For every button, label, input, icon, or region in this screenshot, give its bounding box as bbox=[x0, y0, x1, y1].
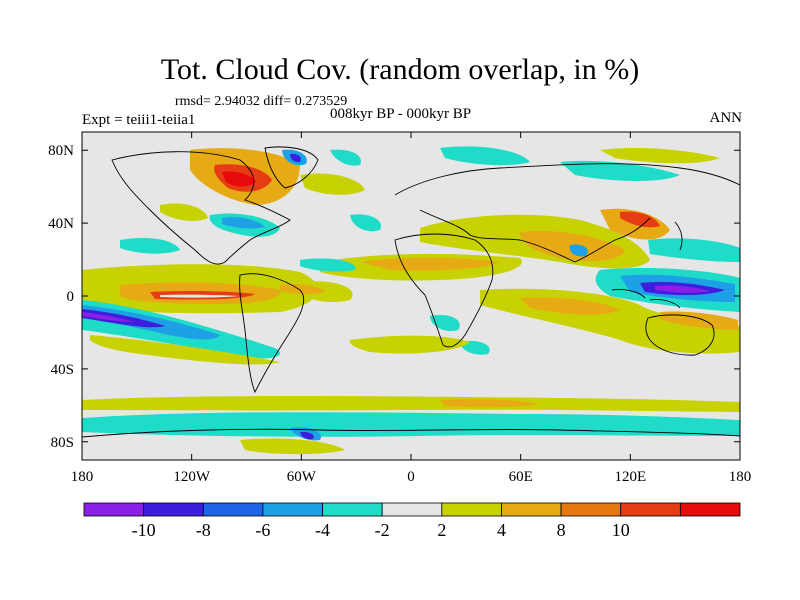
colorbar-swatch bbox=[262, 502, 323, 517]
y-tick-label: 80N bbox=[48, 143, 74, 159]
x-tick-label: 180 bbox=[729, 469, 752, 485]
coastlines bbox=[82, 146, 740, 438]
anomaly-contour bbox=[82, 309, 165, 328]
anomaly-contour bbox=[569, 244, 588, 257]
anomaly-contour bbox=[160, 294, 240, 298]
anomaly-contour bbox=[82, 412, 740, 437]
colorbar-label: -6 bbox=[255, 520, 270, 540]
x-axis-ticks: 180 120W 60W 0 60E 120E 180 bbox=[71, 132, 752, 485]
anomaly-contour bbox=[660, 311, 738, 330]
y-tick-label: 0 bbox=[67, 289, 75, 305]
plot-title: Tot. Cloud Cov. (random overlap, in %) bbox=[160, 53, 640, 86]
anomaly-contour bbox=[520, 297, 620, 315]
coastline-antarctica bbox=[82, 428, 740, 438]
colorbar: -10 -8 -6 -4 -2 2 4 8 10 bbox=[83, 502, 741, 540]
coastline-north-america bbox=[111, 151, 291, 265]
anomaly-contour bbox=[160, 203, 208, 221]
anomaly-contour bbox=[300, 431, 314, 440]
coastline-indonesia bbox=[611, 289, 681, 309]
coastline-japan bbox=[674, 221, 683, 251]
colorbar-swatch bbox=[322, 502, 383, 517]
anomaly-contour bbox=[440, 146, 530, 166]
anomaly-contour bbox=[120, 238, 180, 254]
y-tick-label: 40S bbox=[51, 362, 74, 378]
colorbar-swatch bbox=[679, 502, 741, 517]
anomaly-contour bbox=[82, 312, 135, 322]
anomaly-contour bbox=[349, 335, 470, 354]
anomaly-contour bbox=[90, 335, 280, 365]
coastline-south-america bbox=[239, 273, 305, 394]
colorbar-swatch bbox=[560, 502, 622, 517]
anomaly-contour bbox=[560, 160, 680, 182]
anomaly-field bbox=[82, 146, 740, 455]
anomaly-contour bbox=[460, 340, 490, 355]
y-axis-ticks: 80N 40N 0 40S 80S bbox=[48, 143, 740, 451]
colorbar-swatch bbox=[202, 502, 264, 517]
coastline-africa bbox=[394, 233, 494, 348]
coastline-europe-asia bbox=[394, 163, 740, 263]
colorbar-label: 4 bbox=[497, 520, 506, 540]
colorbar-swatch bbox=[441, 502, 502, 517]
colorbar-swatch bbox=[83, 502, 145, 517]
anomaly-contour bbox=[620, 211, 660, 228]
anomaly-contour bbox=[430, 314, 460, 332]
anomaly-contour bbox=[600, 147, 720, 164]
anomaly-contour bbox=[82, 396, 740, 412]
colorbar-swatch bbox=[381, 502, 443, 517]
colorbar-label: -4 bbox=[315, 520, 330, 540]
colorbar-swatch bbox=[620, 502, 681, 517]
colorbar-swatch bbox=[143, 502, 204, 517]
anomaly-contour bbox=[300, 258, 356, 272]
experiment-label: Expt = teiii1-teiia1 bbox=[82, 112, 196, 128]
x-tick-label: 180 bbox=[71, 469, 94, 485]
y-tick-label: 80S bbox=[51, 435, 74, 451]
anomaly-contour bbox=[240, 438, 345, 455]
anomaly-contour bbox=[440, 399, 540, 408]
colorbar-swatch bbox=[501, 502, 562, 517]
coastline-australia bbox=[645, 314, 715, 356]
anomaly-contour bbox=[350, 214, 381, 232]
anomaly-contour bbox=[280, 283, 325, 295]
colorbar-label: -10 bbox=[132, 520, 156, 540]
rmsd-diff-text: rmsd= 2.94032 diff= 0.273529 bbox=[175, 94, 348, 109]
colorbar-label: -2 bbox=[375, 520, 390, 540]
x-tick-label: 120E bbox=[614, 469, 646, 485]
season-label: ANN bbox=[709, 110, 743, 126]
anomaly-contour bbox=[330, 149, 361, 166]
anomaly-contour bbox=[222, 171, 256, 187]
x-tick-label: 60E bbox=[509, 469, 533, 485]
colorbar-label: 10 bbox=[612, 520, 630, 540]
colorbar-label: 2 bbox=[437, 520, 446, 540]
anomaly-contour bbox=[222, 217, 265, 229]
x-tick-label: 120W bbox=[173, 469, 211, 485]
coastline-greenland bbox=[264, 146, 319, 189]
anomaly-contour bbox=[300, 173, 365, 195]
anomaly-contour bbox=[290, 153, 301, 163]
anomaly-contour bbox=[360, 257, 500, 271]
colorbar-label: 8 bbox=[557, 520, 566, 540]
x-tick-label: 60W bbox=[287, 469, 317, 485]
anomaly-contour bbox=[648, 238, 740, 262]
period-label: 008kyr BP - 000kyr BP bbox=[330, 106, 472, 122]
anomaly-contour bbox=[655, 285, 710, 293]
x-tick-label: 0 bbox=[407, 469, 415, 485]
colorbar-label: -8 bbox=[196, 520, 211, 540]
y-tick-label: 40N bbox=[48, 216, 74, 232]
